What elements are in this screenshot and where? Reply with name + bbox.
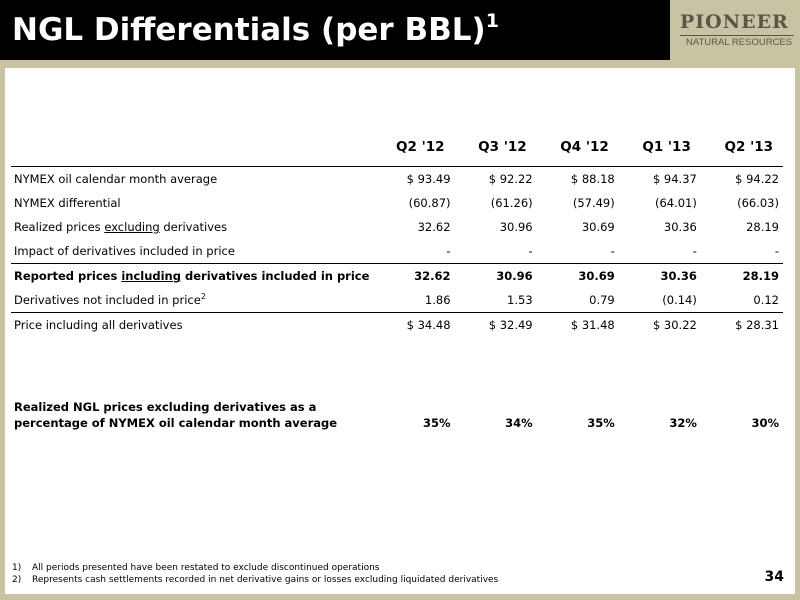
column-header: Q4 '12 xyxy=(560,139,609,155)
row-label: Price including all derivatives xyxy=(11,312,373,337)
summary-cell: 34% xyxy=(505,416,533,430)
column-header: Q1 '13 xyxy=(642,139,691,155)
footnote-number: 2) xyxy=(12,575,22,585)
table-cell: 0.79 xyxy=(589,293,615,307)
row-label-part: derivatives xyxy=(159,220,228,234)
table-cell: (60.87) xyxy=(408,196,451,210)
summary-cell: 32% xyxy=(669,416,697,430)
table-row: Impact of derivatives included in price … xyxy=(11,239,783,264)
table-cell: $ 93.49 xyxy=(372,166,455,191)
row-label: Impact of derivatives included in price xyxy=(14,244,235,258)
table-cell: (64.01) xyxy=(654,196,697,210)
summary-cell: 35% xyxy=(587,416,615,430)
footnote-number: 1) xyxy=(12,563,22,573)
row-label-emphasis: including xyxy=(121,269,181,283)
table-row: Reported prices including derivatives in… xyxy=(11,263,783,288)
footnote-item: 2) Represents cash settlements recorded i… xyxy=(12,574,662,586)
footnote-marker: 2 xyxy=(200,292,206,301)
footnote-text: All periods presented have been restated… xyxy=(32,563,380,573)
row-label-part: derivatives included in price xyxy=(180,269,370,283)
table-row: NYMEX oil calendar month average $ 93.49… xyxy=(11,166,783,191)
table-cell: 0.12 xyxy=(753,293,779,307)
table-cell: - xyxy=(774,244,779,258)
table-cell: 30.36 xyxy=(618,263,701,288)
table-cell: 30.69 xyxy=(536,263,619,288)
table-cell: (66.03) xyxy=(737,196,779,210)
row-label: Derivatives not included in price2 xyxy=(11,288,372,313)
table-cell: - xyxy=(692,244,697,258)
table-cell: 32.62 xyxy=(372,263,455,288)
table-cell: $ 32.49 xyxy=(454,312,537,337)
column-header: Q2 '12 xyxy=(396,139,445,155)
table-cell: 1.86 xyxy=(424,293,451,307)
table-cell: 28.19 xyxy=(700,263,783,288)
table-cell: $ 31.48 xyxy=(536,312,619,337)
table-cell: 30.96 xyxy=(454,263,537,288)
table-header-row: Q2 '12 Q3 '12 Q4 '12 Q1 '13 Q2 '13 xyxy=(11,128,783,167)
title-footnote-marker: 1 xyxy=(485,10,499,32)
table-cell: 32.62 xyxy=(417,220,451,234)
summary-cell: 35% xyxy=(423,416,451,430)
row-label-part: Realized prices xyxy=(14,220,105,234)
logo-wordmark: PIONEER xyxy=(680,11,789,33)
table-cell: $ 92.22 xyxy=(454,166,537,191)
table-cell: 1.53 xyxy=(507,293,533,307)
logo-subtitle: NATURAL RESOURCES xyxy=(686,37,793,48)
row-label-emphasis: excluding xyxy=(104,220,160,234)
table-row: NYMEX differential (60.87) (61.26) (57.4… xyxy=(11,191,783,215)
header-label-cell xyxy=(11,128,372,167)
row-label: NYMEX differential xyxy=(14,196,121,210)
summary-row: Realized NGL prices excluding derivative… xyxy=(11,397,783,431)
summary-label: Realized NGL prices excluding derivative… xyxy=(11,397,372,431)
table-cell: - xyxy=(528,244,533,258)
table-cell: $ 34.48 xyxy=(372,312,455,337)
table-cell: 28.19 xyxy=(746,220,779,234)
summary-label-line: percentage of NYMEX oil calendar month a… xyxy=(14,416,338,430)
table-cell: 30.96 xyxy=(499,220,533,234)
column-header: Q2 '13 xyxy=(724,139,774,155)
table-cell: (61.26) xyxy=(490,196,533,210)
row-label-part: Reported prices xyxy=(14,269,122,283)
row-label-part: Derivatives not included in price xyxy=(14,293,201,307)
table-cell: $ 94.37 xyxy=(618,166,701,191)
table-row: Derivatives not included in price2 1.86 … xyxy=(11,288,783,313)
table-cell: - xyxy=(446,244,451,258)
footnotes: 1) All periods presented have been restat… xyxy=(12,562,662,586)
summary-label-line: Realized NGL prices excluding derivative… xyxy=(14,400,317,414)
table-row: Price including all derivatives $ 34.48 … xyxy=(11,312,783,337)
table-cell: (57.49) xyxy=(572,196,615,210)
spacer-row xyxy=(11,337,783,397)
table-cell: (0.14) xyxy=(662,293,697,307)
table-cell: $ 94.22 xyxy=(700,166,783,191)
company-logo: PIONEER NATURAL RESOURCES xyxy=(676,8,796,52)
row-label: Realized prices excluding derivatives xyxy=(11,215,372,239)
ngl-differentials-table: Q2 '12 Q3 '12 Q4 '12 Q1 '13 Q2 '13 NYMEX… xyxy=(11,128,783,431)
table-cell: 30.36 xyxy=(663,220,697,234)
footnote-text: Represents cash settlements recorded in … xyxy=(32,575,499,585)
table-cell: $ 30.22 xyxy=(618,312,701,337)
table-cell: - xyxy=(610,244,615,258)
title-bar: NGL Differentials (per BBL)1 xyxy=(0,0,670,60)
table-cell: $ 28.31 xyxy=(700,312,783,337)
table-cell: $ 88.18 xyxy=(536,166,619,191)
page-title: NGL Differentials (per BBL)1 xyxy=(12,10,499,49)
spacer-cell xyxy=(11,337,783,397)
table-cell: 30.69 xyxy=(581,220,615,234)
title-text: NGL Differentials (per BBL) xyxy=(12,12,486,48)
column-header: Q3 '12 xyxy=(478,139,527,155)
logo-divider xyxy=(680,35,794,36)
content-panel: Q2 '12 Q3 '12 Q4 '12 Q1 '13 Q2 '13 NYMEX… xyxy=(5,68,795,594)
footnote-item: 1) All periods presented have been restat… xyxy=(12,562,662,574)
row-label: Reported prices including derivatives in… xyxy=(11,263,373,288)
summary-cell: 30% xyxy=(751,416,779,430)
table-row: Realized prices excluding derivatives 32… xyxy=(11,215,783,239)
page-number: 34 xyxy=(764,569,784,585)
row-label: NYMEX oil calendar month average xyxy=(11,166,373,191)
